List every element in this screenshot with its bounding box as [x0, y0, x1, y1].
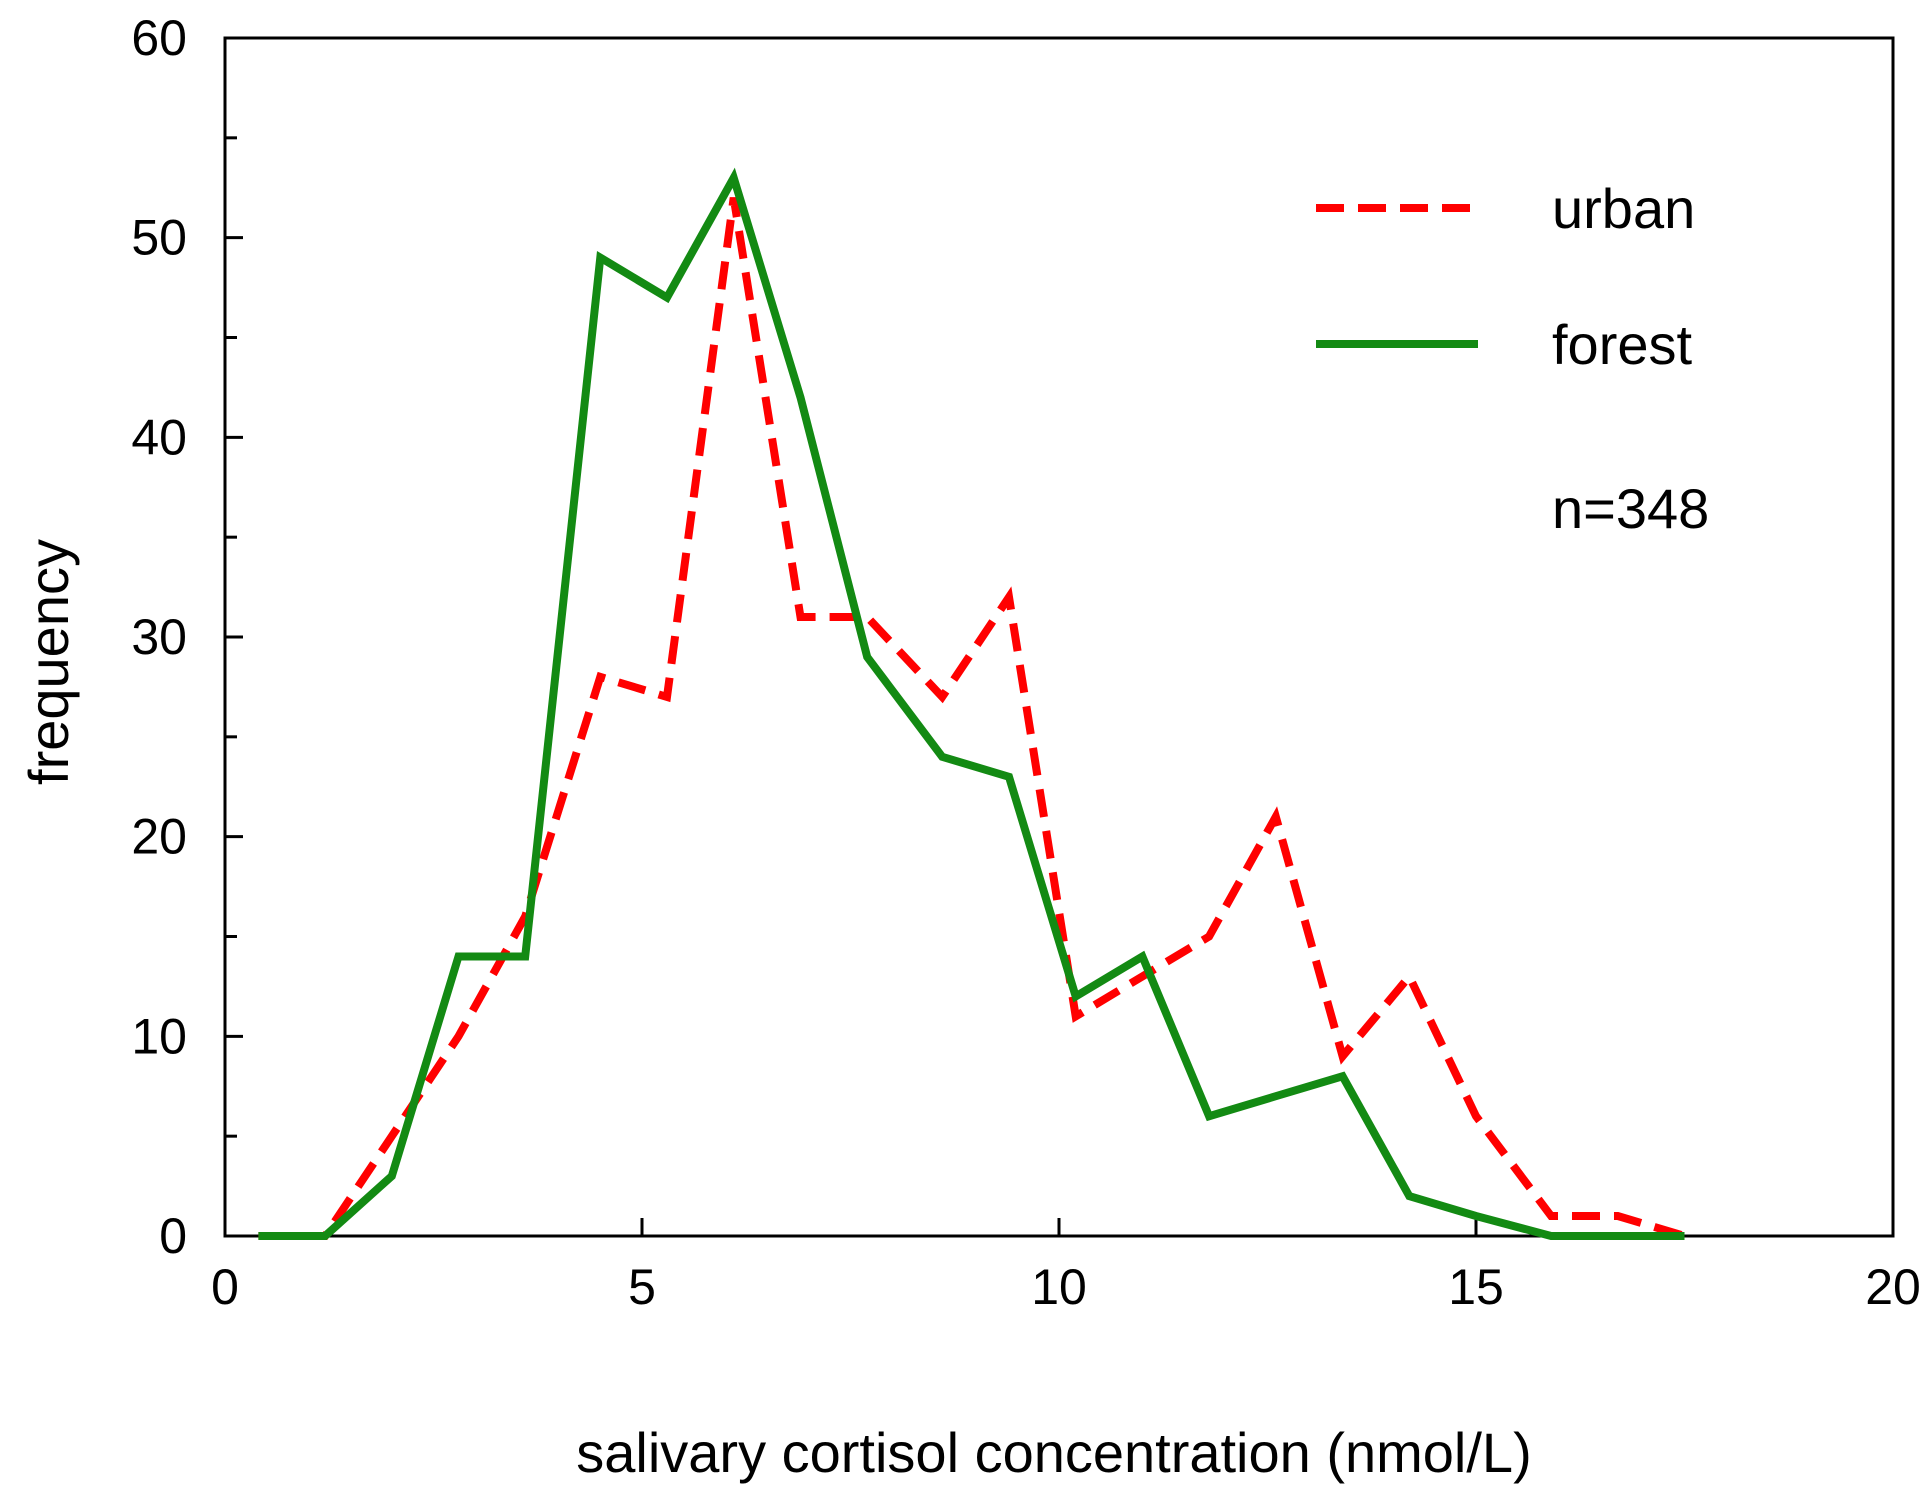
y-tick-label-60: 60 [131, 10, 187, 66]
sample-size-annotation: n=348 [1552, 477, 1709, 540]
series-line-urban [258, 197, 1686, 1240]
y-tick-label-40: 40 [131, 409, 187, 465]
series-layer [258, 167, 1686, 1240]
x-tick-label-0: 0 [211, 1259, 239, 1315]
y-axis: 0 10 20 30 40 50 60 [131, 10, 243, 1264]
series-line-forest [258, 167, 1685, 1240]
y-tick-label-30: 30 [131, 609, 187, 665]
legend-label-forest: forest [1552, 313, 1692, 376]
legend: urban forest [1316, 177, 1695, 376]
y-tick-label-0: 0 [159, 1208, 187, 1264]
y-axis-title: frequency [17, 539, 80, 785]
y-tick-label-20: 20 [131, 809, 187, 865]
x-tick-label-20: 20 [1865, 1259, 1921, 1315]
y-tick-label-10: 10 [131, 1008, 187, 1064]
x-axis-title: salivary cortisol concentration (nmol/L) [576, 1421, 1531, 1484]
x-tick-label-10: 10 [1031, 1259, 1087, 1315]
legend-label-urban: urban [1552, 177, 1695, 240]
x-axis: 0 5 10 15 20 [211, 1218, 1921, 1315]
y-tick-label-50: 50 [131, 210, 187, 266]
x-tick-label-5: 5 [628, 1259, 656, 1315]
x-tick-label-15: 15 [1448, 1259, 1504, 1315]
